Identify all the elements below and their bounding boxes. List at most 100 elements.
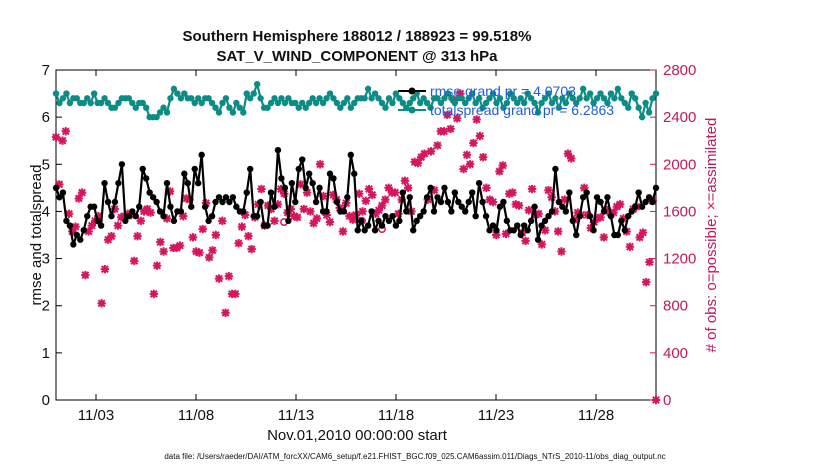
- rmse-point: [77, 236, 84, 243]
- totalspread-point: [319, 99, 327, 107]
- totalspread-point: [236, 104, 244, 111]
- rmse-point: [545, 212, 552, 220]
- obs-assimilated-point: [211, 230, 220, 240]
- obs-assimilated-point: [107, 231, 116, 241]
- totalspread-point: [652, 90, 660, 97]
- rmse-point: [264, 222, 271, 229]
- rmse-point: [215, 194, 223, 201]
- obs-assimilated-point: [557, 247, 566, 256]
- rmse-point: [521, 222, 528, 229]
- totalspread-point: [444, 90, 452, 97]
- obs-assimilated-point: [267, 204, 276, 214]
- rmse-point: [219, 198, 226, 206]
- obs-assimilated-point: [77, 188, 87, 197]
- rmse-point: [84, 212, 91, 220]
- totalspread-point: [271, 95, 278, 102]
- obs-assimilated-point: [596, 213, 605, 222]
- totalspread-point: [56, 99, 63, 107]
- rmse-point: [375, 217, 382, 225]
- rmse-point: [188, 203, 195, 210]
- obs-assimilated-point: [580, 183, 589, 193]
- rmse-point: [278, 175, 285, 182]
- rmse-point: [437, 198, 445, 206]
- rmse-point: [389, 212, 396, 220]
- rmse-point: [257, 198, 264, 206]
- obs-assimilated-point: [97, 299, 106, 308]
- rmse-point: [167, 203, 174, 210]
- rmse-point: [194, 179, 202, 187]
- rmse-point: [240, 208, 247, 215]
- totalspread-point: [607, 90, 615, 97]
- totalspread-point: [475, 95, 483, 102]
- legend-spread-marker: [408, 106, 416, 114]
- totalspread-point: [614, 85, 622, 93]
- rmse-point: [573, 231, 580, 239]
- totalspread-point: [423, 99, 431, 107]
- rmse-point: [600, 208, 608, 215]
- rmse-point: [607, 212, 615, 220]
- totalspread-point: [364, 85, 372, 93]
- totalspread-point: [649, 95, 656, 102]
- obs-assimilated-point: [505, 189, 514, 198]
- obs-assimilated-point: [642, 277, 651, 287]
- totalspread-point: [434, 95, 441, 102]
- rmse-point: [281, 184, 289, 192]
- totalspread-point: [174, 90, 181, 97]
- rmse-point: [475, 179, 483, 187]
- rmse-point: [52, 184, 60, 192]
- obs-assimilated-point: [563, 149, 573, 158]
- totalspread-point: [410, 95, 417, 102]
- obs-assimilated-point: [84, 227, 93, 236]
- rmse-point: [590, 227, 597, 234]
- rmse-point: [531, 203, 538, 210]
- obs-assimilated-point: [188, 233, 198, 242]
- rmse-point: [184, 179, 191, 187]
- rmse-point: [482, 212, 490, 220]
- totalspread-point: [212, 104, 219, 111]
- obs-assimilated-point: [417, 153, 426, 162]
- obs-assimilated-point: [198, 224, 207, 234]
- rmse-point: [146, 189, 153, 196]
- totalspread-point: [63, 90, 70, 97]
- rmse-point: [63, 217, 70, 225]
- rmse-point: [642, 198, 649, 206]
- obs-assimilated-point: [240, 210, 250, 220]
- obs-assimilated-point: [117, 213, 126, 222]
- totalspread-point: [521, 99, 528, 107]
- totalspread-point: [510, 95, 518, 102]
- rmse-point: [566, 189, 573, 196]
- totalspread-point: [534, 109, 542, 116]
- totalspread-point: [621, 99, 628, 107]
- rmse-point: [302, 184, 309, 192]
- obs-assimilated-point: [130, 256, 139, 266]
- y2-tick-label: 1600: [663, 203, 696, 220]
- totalspread-point: [396, 95, 403, 102]
- totalspread-point: [347, 104, 354, 111]
- obs-assimilated-point: [521, 236, 530, 246]
- obs-assimilated-point: [439, 127, 449, 136]
- obs-assimilated-point: [361, 196, 370, 206]
- obs-assimilated-point: [289, 211, 299, 221]
- rmse-point: [652, 184, 660, 192]
- totalspread-point: [538, 99, 545, 107]
- obs-assimilated-point: [319, 191, 328, 201]
- rmse-point: [534, 236, 542, 243]
- totalspread-point: [226, 104, 233, 111]
- obs-assimilated-point: [113, 221, 123, 230]
- obs-assimilated-point: [286, 204, 295, 214]
- totalspread-point: [514, 99, 521, 107]
- rmse-point: [455, 198, 462, 206]
- totalspread-point: [597, 90, 604, 97]
- obs-assimilated-point: [149, 289, 159, 299]
- totalspread-point: [496, 95, 504, 102]
- x-tick-label: 11/23: [478, 407, 514, 424]
- rmse-point: [163, 179, 171, 187]
- totalspread-point: [163, 109, 171, 116]
- rmse-point: [153, 198, 160, 206]
- obs-assimilated-point: [567, 154, 576, 163]
- rmse-point: [396, 217, 403, 225]
- totalspread-point: [503, 99, 511, 107]
- obs-assimilated-point: [146, 208, 155, 217]
- y-axis-left: 0 1 2 3 4 5 6 7: [42, 62, 62, 409]
- rmse-point: [430, 208, 438, 215]
